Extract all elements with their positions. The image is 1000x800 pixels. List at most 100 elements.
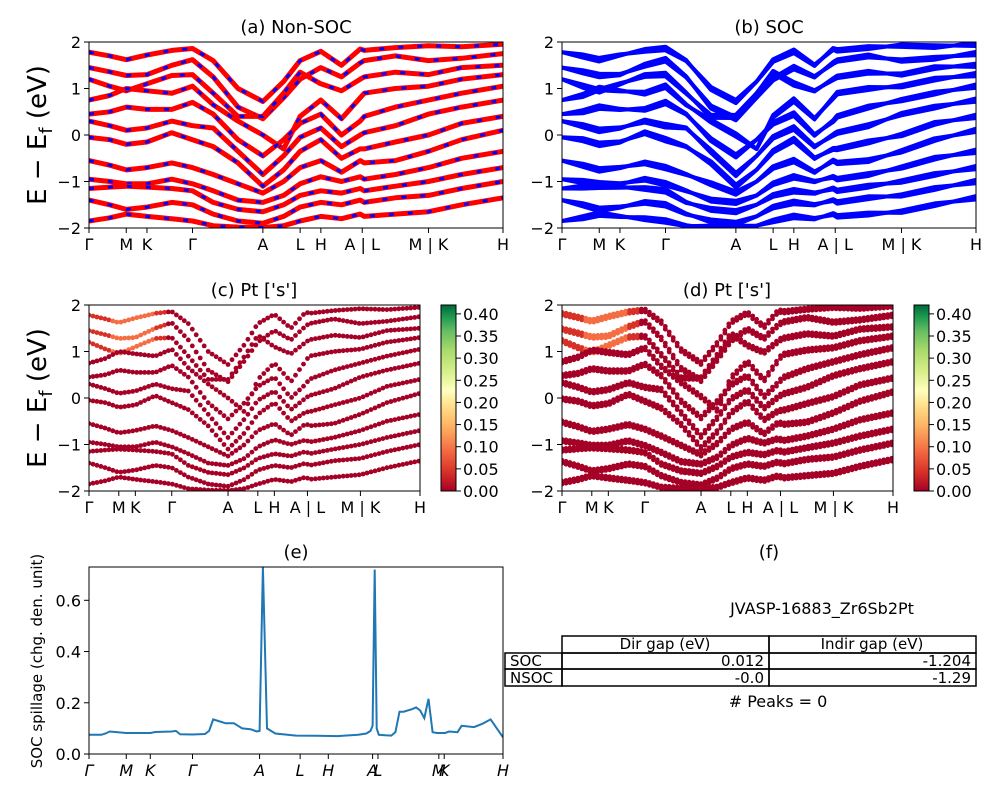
- scatter-point: [205, 423, 211, 429]
- scatter-point: [154, 353, 159, 358]
- scatter-point: [94, 373, 100, 379]
- scatter-point: [229, 412, 235, 418]
- scatter-point: [635, 439, 640, 445]
- scatter-point: [611, 445, 616, 451]
- scatter-point: [881, 345, 887, 351]
- scatter-point: [571, 445, 577, 451]
- scatter-point: [289, 378, 294, 384]
- scatter-point: [579, 398, 585, 404]
- scatter-point: [809, 398, 815, 404]
- scatter-point: [313, 438, 318, 444]
- scatter-point: [710, 476, 716, 481]
- scatter-point: [738, 337, 744, 342]
- scatter-point: [774, 408, 779, 413]
- scatter-point: [857, 337, 863, 342]
- scatter-point: [396, 338, 402, 343]
- scatter-point: [277, 331, 283, 336]
- scatter-point: [388, 339, 394, 344]
- scatter-point: [797, 385, 803, 391]
- scatter-point: [782, 436, 787, 442]
- scatter-point: [730, 331, 736, 337]
- scatter-point: [412, 335, 418, 341]
- scatter-point: [690, 480, 696, 485]
- scatter-point: [651, 481, 656, 487]
- scatter-point: [150, 463, 156, 469]
- scatter-point: [174, 402, 179, 407]
- scatter-point: [762, 334, 767, 339]
- scatter-point: [793, 332, 799, 337]
- scatter-point: [376, 437, 382, 442]
- scatter-point: [885, 345, 891, 350]
- scatter-point: [269, 330, 275, 335]
- scatter-point: [122, 469, 128, 474]
- scatter-point: [619, 445, 624, 451]
- scatter-point: [138, 352, 144, 357]
- scatter-point: [166, 321, 171, 327]
- scatter-point: [718, 471, 724, 477]
- scatter-point: [615, 475, 620, 481]
- scatter-point: [317, 373, 322, 378]
- scatter-point: [801, 346, 807, 352]
- scatter-point: [678, 397, 684, 403]
- scatter-point: [249, 483, 255, 489]
- scatter-point: [193, 332, 199, 338]
- scatter-point: [384, 465, 390, 471]
- scatter-point: [265, 440, 271, 445]
- scatter-point: [873, 334, 879, 340]
- x-tick-label: Γ: [661, 235, 670, 254]
- scatter-point: [742, 387, 748, 393]
- scatter-point: [575, 422, 581, 428]
- scatter-point: [134, 477, 140, 482]
- scatter-point: [643, 318, 648, 323]
- scatter-point: [833, 318, 839, 323]
- scatter-point: [285, 415, 290, 420]
- scatter-point: [102, 465, 108, 470]
- scatter-point: [372, 423, 378, 428]
- scatter-point: [817, 305, 823, 310]
- scatter-point: [770, 364, 775, 370]
- scatter-point: [344, 399, 350, 404]
- scatter-point: [281, 410, 286, 416]
- scatter-point: [742, 419, 748, 425]
- scatter-point: [722, 446, 728, 452]
- scatter-point: [706, 466, 712, 471]
- scatter-point: [277, 438, 283, 444]
- scatter-point: [571, 438, 577, 444]
- scatter-point: [702, 440, 708, 445]
- scatter-point: [686, 369, 692, 375]
- x-tick-label: M: [119, 235, 133, 254]
- scatter-point: [340, 333, 346, 339]
- scatter-point: [662, 390, 668, 396]
- scatter-point: [90, 382, 96, 388]
- scatter-point: [615, 423, 620, 428]
- panel-e-title: (e): [283, 542, 308, 563]
- scatter-point: [734, 463, 740, 468]
- scatter-point: [130, 468, 136, 473]
- y-tick-label: 1: [544, 80, 554, 99]
- scatter-point: [758, 320, 763, 326]
- scatter-point: [662, 324, 668, 329]
- scatter-point: [611, 474, 616, 480]
- scatter-point: [623, 334, 628, 340]
- scatter-point: [857, 432, 863, 438]
- scatter-point: [833, 357, 839, 362]
- scatter-point: [738, 330, 744, 335]
- scatter-point: [809, 305, 815, 310]
- scatter-point: [758, 400, 763, 406]
- scatter-point: [281, 333, 286, 339]
- scatter-point: [150, 370, 156, 375]
- scatter-point: [320, 460, 326, 466]
- band-line: [562, 163, 976, 213]
- scatter-point: [213, 406, 219, 412]
- scatter-point: [360, 306, 366, 312]
- x-tick-label: M | K: [813, 498, 853, 517]
- scatter-point: [320, 405, 326, 411]
- scatter-point: [706, 456, 712, 462]
- scatter-point: [313, 352, 318, 358]
- scatter-point: [651, 353, 656, 359]
- scatter-point: [174, 312, 179, 318]
- scatter-point: [849, 418, 855, 424]
- scatter-point: [289, 418, 294, 424]
- scatter-point: [376, 403, 382, 409]
- scatter-point: [237, 445, 243, 451]
